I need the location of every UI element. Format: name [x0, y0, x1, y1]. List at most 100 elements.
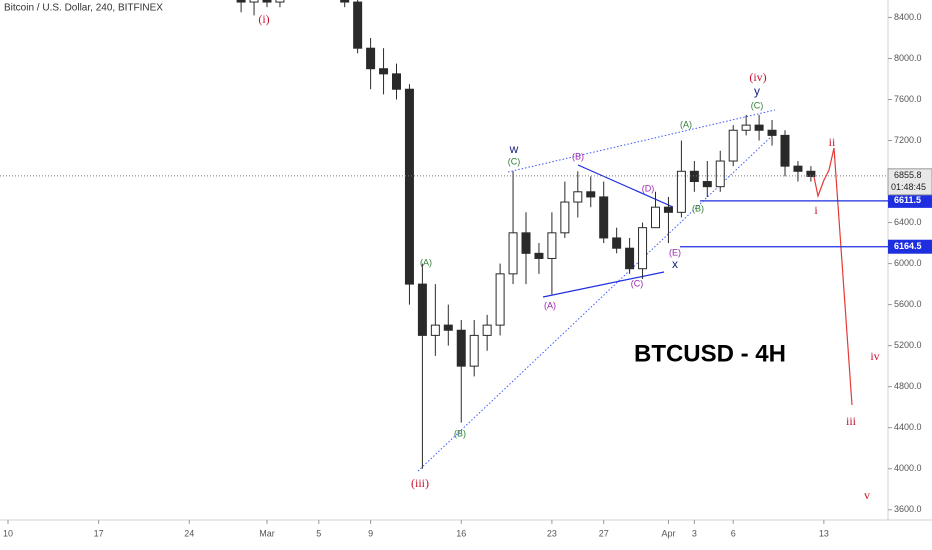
wave-label: (A) — [680, 119, 692, 129]
candle-body — [430, 324, 440, 336]
x-tick-label: 16 — [456, 528, 466, 538]
wave-label: (iv) — [749, 70, 766, 84]
wave-label: y — [754, 84, 760, 98]
candle-body — [404, 88, 414, 285]
candle-body — [702, 181, 712, 188]
candle-body — [521, 232, 531, 254]
candle-body — [379, 68, 389, 75]
wave-label: (A) — [544, 300, 556, 310]
candle-body — [249, 0, 259, 3]
countdown-label: 01:48:45 — [891, 182, 926, 192]
x-tick-label: 9 — [368, 528, 373, 538]
candle-body — [262, 0, 272, 3]
candle-body — [741, 124, 751, 131]
wave-label: (B) — [454, 428, 466, 438]
x-tick-label: 10 — [3, 528, 13, 538]
x-tick-label: 24 — [184, 528, 194, 538]
y-tick-label: 7600.0 — [894, 94, 922, 104]
y-tick-label: 5200.0 — [894, 340, 922, 350]
x-tick-label: 23 — [547, 528, 557, 538]
level-tag — [888, 239, 932, 254]
candle-body — [663, 206, 673, 213]
candle-body — [676, 170, 686, 213]
upper-trendline — [507, 109, 776, 173]
candle-body — [547, 232, 557, 259]
x-tick-label: Apr — [661, 528, 675, 538]
candle-body — [689, 170, 699, 183]
x-tick-label: 6 — [731, 528, 736, 538]
wave-label: x — [672, 257, 678, 271]
candle-body — [599, 196, 609, 239]
wave-label: i — [814, 203, 818, 217]
candle-body — [508, 232, 518, 275]
candle-body — [495, 273, 505, 326]
y-tick-label: 4800.0 — [894, 381, 922, 391]
projection-path — [812, 147, 853, 406]
y-tick-label: 8400.0 — [894, 12, 922, 22]
wave-label: (iii) — [411, 476, 429, 490]
y-tick-label: 7200.0 — [894, 135, 922, 145]
candle-body — [806, 170, 816, 177]
wave-label: (A) — [420, 257, 432, 267]
candle-body — [780, 134, 790, 167]
wave-label: (D) — [642, 183, 655, 193]
wave-label: (B) — [572, 151, 584, 161]
x-tick-label: 27 — [599, 528, 609, 538]
wave-label: (C) — [631, 278, 644, 288]
candle-body — [340, 0, 350, 3]
candle-body — [638, 227, 648, 270]
candle-body — [275, 0, 285, 3]
candle-body — [767, 129, 777, 136]
wave-label: (E) — [669, 247, 681, 257]
x-tick-label: 3 — [692, 528, 697, 538]
x-tick-label: Mar — [259, 528, 275, 538]
wave-label: (i) — [258, 12, 269, 26]
wave-label: (B) — [692, 203, 704, 213]
candle-body — [392, 73, 401, 90]
candle-body — [443, 324, 453, 331]
last-price-label: 6855.8 — [894, 170, 922, 180]
candle-body — [534, 252, 544, 259]
y-tick-label: 8000.0 — [894, 53, 922, 63]
wave-label: (C) — [751, 100, 764, 110]
wave-label: iii — [846, 414, 857, 428]
candle-body — [625, 247, 635, 270]
y-tick-label: 5600.0 — [894, 299, 922, 309]
candle-body — [482, 324, 492, 336]
candle-body — [793, 165, 803, 172]
x-tick-label: 5 — [316, 528, 321, 538]
candle-body — [651, 206, 660, 229]
chart-title: Bitcoin / U.S. Dollar, 240, BITFINEX — [4, 3, 163, 14]
x-tick-label: 17 — [94, 528, 104, 538]
wave-label: v — [864, 488, 870, 502]
candle-body — [236, 0, 246, 3]
level-label: 6164.5 — [894, 241, 922, 251]
chart-subtitle: BTCUSD - 4H — [634, 340, 786, 367]
wave-label: ii — [829, 135, 836, 149]
candle-body — [456, 329, 466, 367]
candle-body — [353, 1, 363, 49]
candle-body — [612, 237, 622, 249]
candle-body — [573, 191, 583, 203]
wave-label: w — [509, 142, 519, 156]
candle-body — [586, 191, 596, 198]
plot — [236, 0, 816, 469]
y-tick-label: 3600.0 — [894, 504, 922, 514]
candle-body — [715, 160, 725, 188]
y-tick-label: 6000.0 — [894, 258, 922, 268]
candle-body — [728, 129, 738, 162]
candle-body — [366, 47, 376, 70]
wave-label: (C) — [508, 156, 521, 166]
y-tick-label: 4400.0 — [894, 422, 922, 432]
candle-body — [469, 334, 479, 367]
y-tick-label: 4000.0 — [894, 463, 922, 473]
level-tag — [888, 193, 932, 208]
x-tick-label: 13 — [819, 528, 829, 538]
last-price-tag — [887, 168, 932, 196]
candle-body — [560, 201, 570, 234]
y-tick-label: 6400.0 — [894, 217, 922, 227]
lower-trendline — [417, 132, 776, 472]
triangle-upper — [577, 164, 674, 208]
